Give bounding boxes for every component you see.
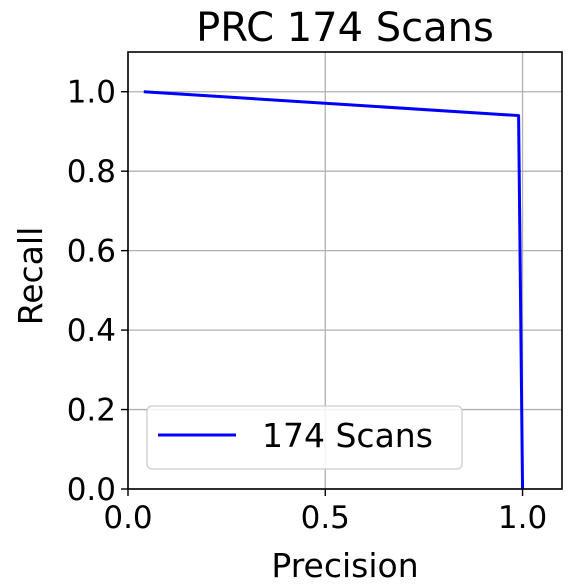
plot-frame: [127, 51, 563, 490]
x-tick-label: 0.5: [301, 500, 350, 536]
y-tick-label: 0.8: [67, 154, 116, 190]
x-tick-label: 0.0: [103, 500, 152, 536]
y-axis-label: Recall: [11, 227, 50, 325]
series-layer: [143, 90, 525, 490]
legend-label-174-scans: 174 Scans: [262, 416, 433, 455]
chart-title: PRC 174 Scans: [196, 5, 494, 51]
ticks: 0.0 0.5 1.0 0.0 0.2 0.4 0.6 0.8 1.0: [67, 75, 548, 536]
x-axis-label: Precision: [271, 546, 418, 585]
x-tick-label: 1.0: [498, 500, 547, 536]
legend-box: [146, 405, 463, 470]
y-tick-label: 0.6: [67, 234, 116, 270]
series-line-0: [143, 90, 525, 490]
y-tick-label: 0.2: [67, 393, 116, 429]
legend: 174 Scans: [146, 405, 463, 470]
y-tick-label: 0.4: [67, 313, 116, 349]
y-tick-label: 1.0: [67, 75, 116, 111]
y-tick-label: 0.0: [67, 472, 116, 508]
